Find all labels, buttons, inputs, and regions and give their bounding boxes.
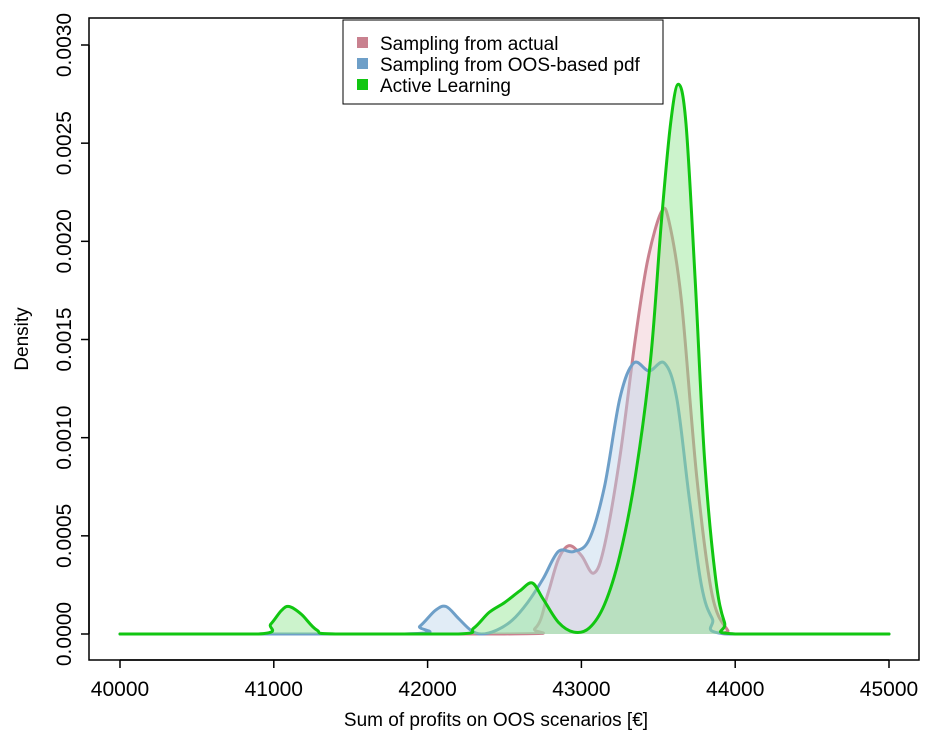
legend: Sampling from actual Sampling from OOS-b…	[342, 19, 664, 105]
x-tick-label: 41000	[245, 678, 303, 701]
legend-swatch-oos	[357, 58, 368, 69]
series-area-actual	[120, 208, 889, 635]
x-tick-label: 43000	[552, 678, 610, 701]
x-tick-label: 40000	[91, 678, 149, 701]
x-tick-label: 42000	[398, 678, 456, 701]
y-tick-label: 0.0015	[53, 307, 76, 371]
y-axis: 0.0000 0.0005 0.0010 0.0015 0.0020 0.0025 0.00…	[53, 13, 90, 666]
series-line-oos	[118, 360, 891, 636]
series-line-active	[118, 82, 891, 636]
plot-frame	[88, 17, 920, 661]
series-area-oos	[120, 362, 889, 634]
y-tick-label: 0.0010	[53, 406, 76, 470]
y-tick-label: 0.0000	[53, 602, 76, 666]
series-line-actual	[118, 206, 891, 636]
y-tick-label: 0.0030	[53, 13, 76, 77]
legend-swatch-actual	[357, 37, 368, 48]
y-tick-label: 0.0025	[53, 111, 76, 175]
x-tick-label: 44000	[706, 678, 764, 701]
x-tick-label: 45000	[860, 678, 918, 701]
legend-swatch-active	[357, 79, 368, 90]
legend-label-actual: Sampling from actual	[380, 34, 558, 55]
x-axis: 40000 41000 42000 43000 44000 45000	[91, 659, 918, 701]
series-layer	[118, 82, 891, 636]
legend-box	[342, 19, 664, 105]
y-tick-label: 0.0005	[53, 504, 76, 568]
x-axis-label: Sum of profits on OOS scenarios [€]	[344, 710, 648, 731]
series-area-active	[120, 84, 889, 634]
y-axis-label: Density	[12, 307, 33, 371]
y-tick-label: 0.0020	[53, 209, 76, 273]
legend-label-oos: Sampling from OOS-based pdf	[380, 55, 641, 76]
legend-label-active: Active Learning	[380, 76, 511, 97]
